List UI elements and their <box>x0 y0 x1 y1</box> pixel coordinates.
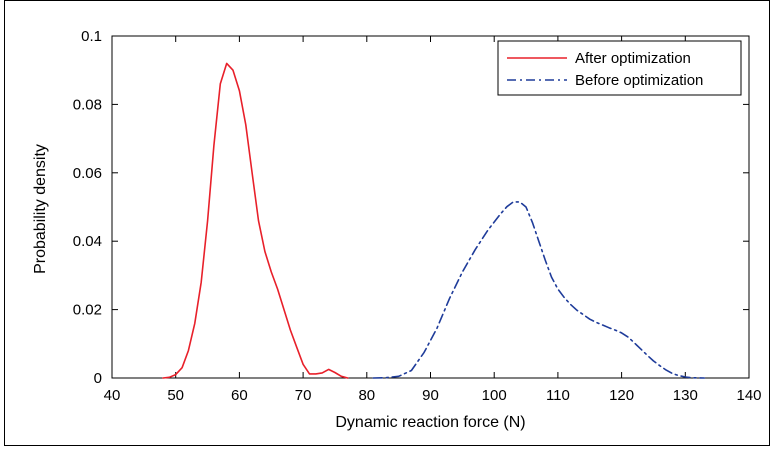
x-tick-label: 140 <box>736 387 761 404</box>
x-tick-label: 50 <box>167 387 184 404</box>
y-tick-label: 0.04 <box>73 233 102 250</box>
y-tick-label: 0.08 <box>73 96 102 113</box>
legend: After optimization Before optimization <box>497 40 742 96</box>
x-tick-label: 130 <box>673 387 698 404</box>
x-axis-title: Dynamic reaction force (N) <box>335 414 525 431</box>
x-tick-label: 110 <box>546 387 570 404</box>
series-line-0 <box>162 62 349 379</box>
legend-label-before-optimization: Before optimization <box>575 72 703 89</box>
x-axis-ticks: 40 50 60 70 80 90 100 110 120 130 140 <box>104 36 762 404</box>
x-tick-label: 100 <box>482 387 507 404</box>
y-axis-ticks: 0 0.02 0.04 0.06 0.08 0.1 <box>73 28 749 387</box>
y-tick-label: 0.06 <box>73 165 102 182</box>
y-axis-title: Probability density <box>32 144 49 274</box>
x-tick-label: 40 <box>104 387 121 404</box>
y-tick-label: 0.02 <box>73 302 102 319</box>
x-tick-label: 60 <box>231 387 248 404</box>
x-tick-label: 90 <box>422 387 439 404</box>
legend-label-after-optimization: After optimization <box>575 50 691 67</box>
x-tick-label: 80 <box>358 387 375 404</box>
x-tick-label: 120 <box>609 387 634 404</box>
y-tick-label: 0.1 <box>81 28 102 45</box>
series-line-1 <box>372 201 706 379</box>
x-tick-label: 70 <box>295 387 312 404</box>
series-layer <box>162 62 706 379</box>
legend-box <box>497 40 742 96</box>
y-tick-label: 0 <box>94 370 102 387</box>
